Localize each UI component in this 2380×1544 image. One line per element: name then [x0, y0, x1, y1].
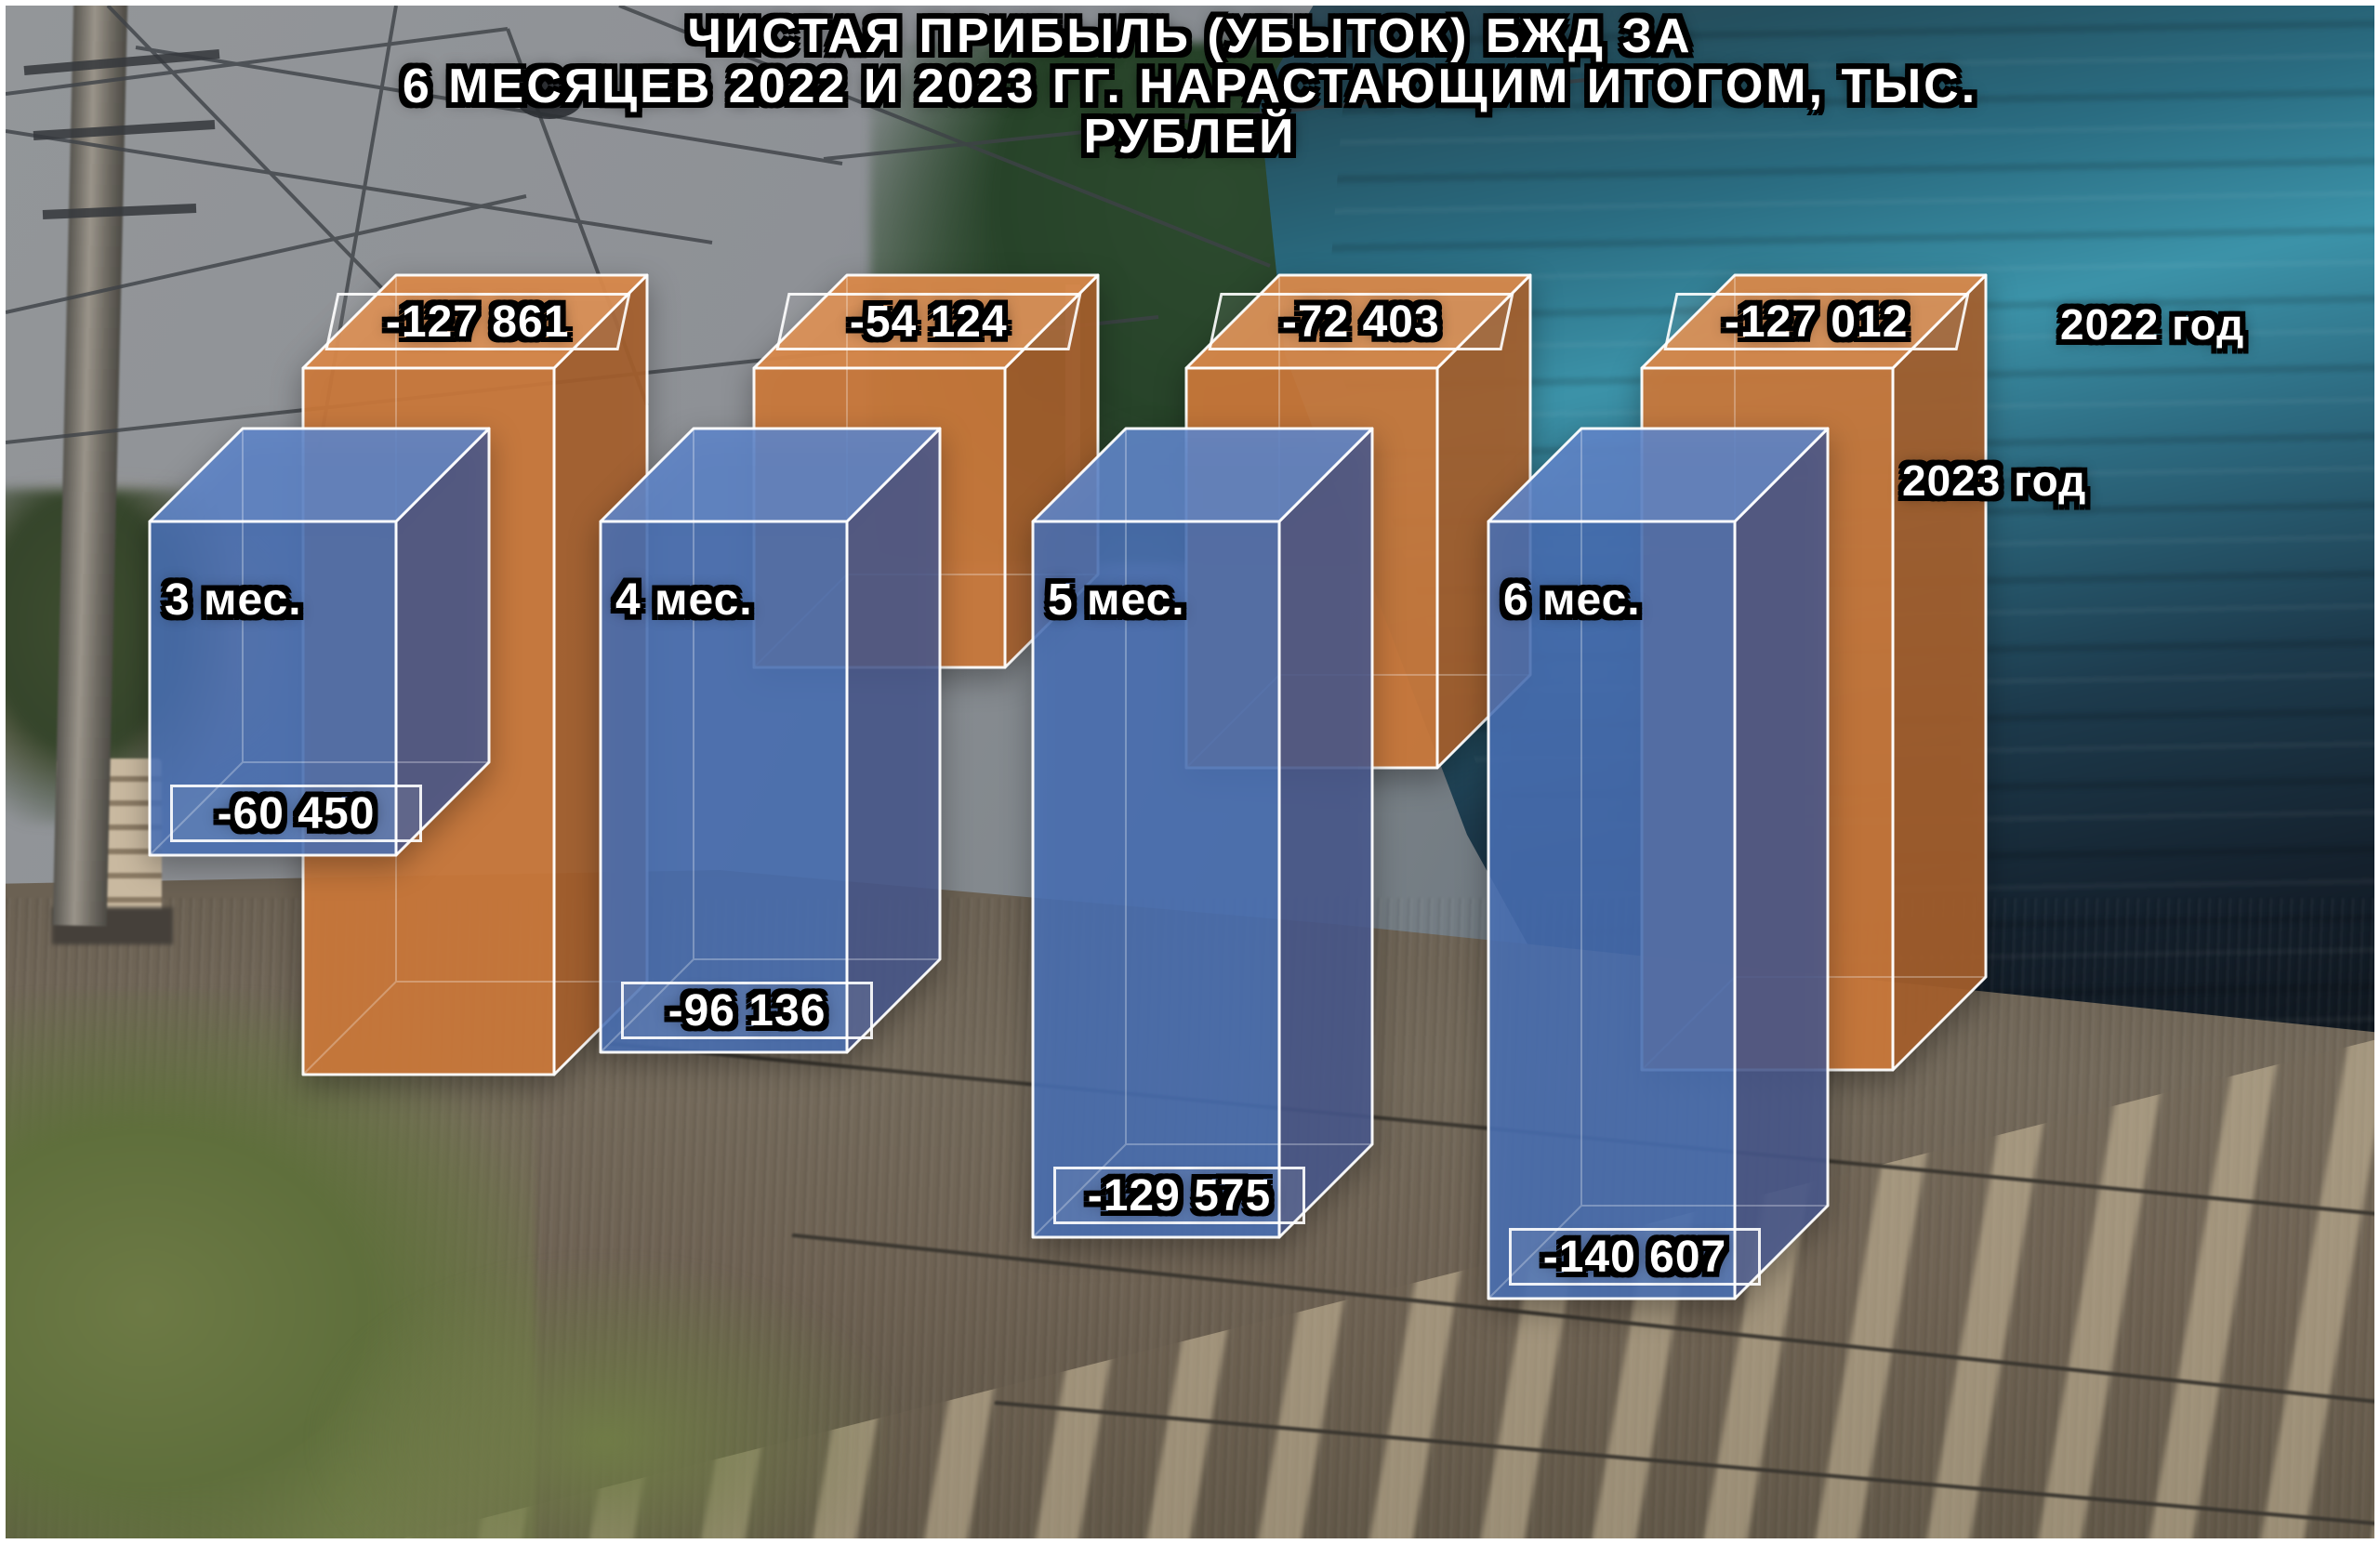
grass: [303, 1251, 907, 1538]
bar-2023-3: [1031, 427, 1374, 1239]
title-line-1: ЧИСТАЯ ПРИБЫЛЬ (УБЫТОК) БЖД ЗА: [687, 9, 1693, 63]
chart-title: ЧИСТАЯ ПРИБЫЛЬ (УБЫТОК) БЖД ЗА 6 МЕСЯЦЕВ…: [6, 11, 2374, 162]
value-label-2022-3: -72 403: [1208, 293, 1514, 350]
value-label-2022-1: -127 861: [324, 293, 631, 350]
title-line-3: РУБЛЕЙ: [1083, 110, 1297, 165]
title-line-2: 6 МЕСЯЦЕВ 2022 И 2023 ГГ. НАРАСТАЮЩИМ ИТ…: [402, 59, 1978, 114]
category-label-4: 6 мес.: [1503, 575, 1641, 625]
bar-2023-2: [599, 427, 942, 1054]
category-label-2: 4 мес.: [615, 575, 753, 625]
category-label-3: 5 мес.: [1048, 575, 1185, 625]
bar-2023-1: [148, 427, 491, 857]
value-label-2023-2: -96 136: [621, 982, 873, 1039]
category-label-1: 3 мес.: [165, 575, 302, 625]
value-label-2022-4: -127 012: [1663, 293, 1970, 350]
bar-2023-4: [1487, 427, 1830, 1300]
value-label-2023-4: -140 607: [1509, 1228, 1761, 1286]
value-label-2023-3: -129 575: [1053, 1167, 1305, 1224]
legend-2022: 2022 год: [2060, 300, 2245, 349]
value-label-2022-2: -54 124: [775, 293, 1082, 350]
legend-2023: 2023 год: [1902, 456, 2087, 505]
value-label-2023-1: -60 450: [170, 785, 422, 842]
bar-chart: -127 861 -60 450 3 мес. -54 124 -96 136 4 мес…: [6, 6, 2374, 1538]
